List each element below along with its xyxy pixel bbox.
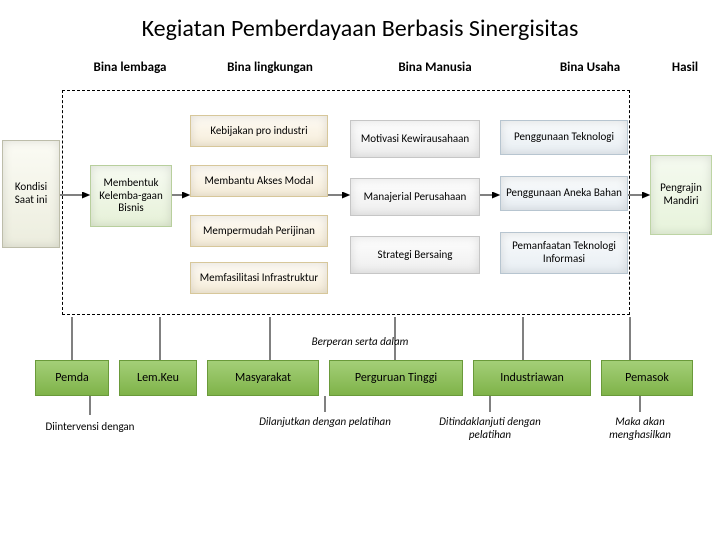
actor-lemkeu: Lem.Keu <box>119 360 197 396</box>
actors-row: Pemda Lem.Keu Masyarakat Perguruan Tingg… <box>35 360 693 396</box>
box-lingkungan-1: Kebijakan pro industri <box>190 115 328 147</box>
box-lingkungan-2: Membantu Akses Modal <box>190 165 328 197</box>
box-usaha-1: Penggunaan Teknologi <box>500 120 628 155</box>
actor-masyarakat: Masyarakat <box>207 360 319 396</box>
actor-perguruan-tinggi: Perguruan Tinggi <box>329 360 463 396</box>
bottom-text-4: Maka akan menghasilkan <box>585 415 695 441</box>
header-lembaga: Bina lembaga <box>80 60 180 75</box>
column-headers: Bina lembaga Bina lingkungan Bina Manusi… <box>0 60 720 75</box>
actor-pemda: Pemda <box>35 360 109 396</box>
header-hasil: Hasil <box>655 60 715 75</box>
box-usaha-2: Penggunaan Aneka Bahan <box>500 176 628 211</box>
box-manusia-2: Manajerial Perusahaan <box>350 178 480 216</box>
header-lingkungan: Bina lingkungan <box>205 60 335 75</box>
box-lingkungan-4: Memfasilitasi Infrastruktur <box>190 262 328 294</box>
actor-pemasok: Pemasok <box>601 360 693 396</box>
header-manusia: Bina Manusia <box>370 60 500 75</box>
bottom-text-2: Dilanjutkan dengan pelatihan <box>255 415 395 428</box>
bottom-text-1: Diintervensi dengan <box>40 420 140 433</box>
bottom-text-3: Ditindaklanjuti dengan pelatihan <box>430 415 550 441</box>
box-kondisi: Kondisi Saat ini <box>2 140 60 248</box>
box-lembaga: Membentuk Kelemba-gaan Bisnis <box>90 165 172 227</box>
box-manusia-3: Strategi Bersaing <box>350 236 480 274</box>
actor-industriawan: Industriawan <box>473 360 591 396</box>
box-usaha-3: Pemanfaatan Teknologi Informasi <box>500 232 628 274</box>
box-manusia-1: Motivasi Kewirausahaan <box>350 120 480 158</box>
header-usaha: Bina Usaha <box>530 60 650 75</box>
box-lingkungan-3: Mempermudah Perijinan <box>190 215 328 247</box>
page-title: Kegiatan Pemberdayaan Berbasis Sinergisi… <box>0 0 720 49</box>
caption-berperan: Berperan serta dalam <box>0 335 720 348</box>
box-hasil: Pengrajin Mandiri <box>650 155 712 235</box>
